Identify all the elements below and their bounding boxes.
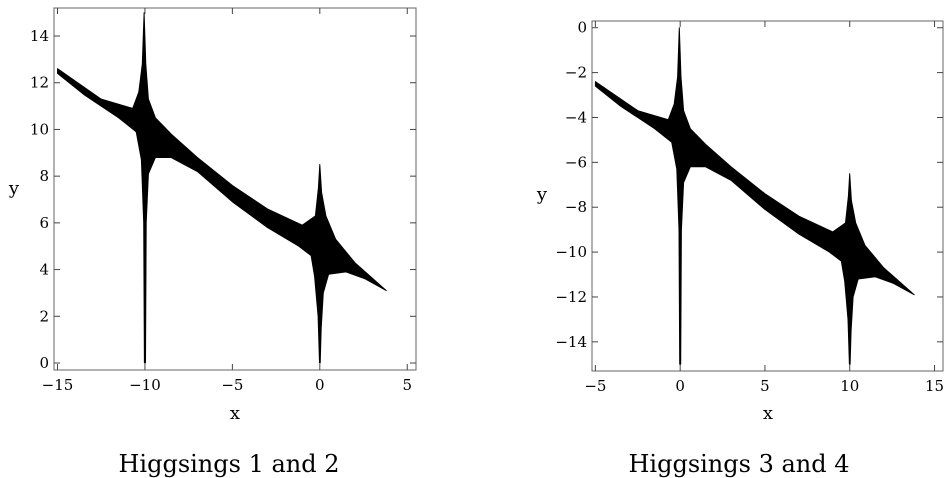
x-axis-label: x	[763, 403, 773, 424]
y-tick-label: 10	[30, 120, 49, 138]
y-tick-label: −14	[555, 333, 587, 351]
x-axis-label: x	[230, 403, 240, 424]
y-tick-label: −2	[565, 64, 587, 82]
x-tick-label: −5	[584, 377, 606, 395]
x-tick-label: −10	[129, 376, 161, 394]
y-tick-label: 8	[39, 167, 49, 185]
y-tick-label: −10	[555, 243, 587, 261]
y-tick-label: 4	[39, 261, 49, 279]
y-axis-label: y	[536, 184, 548, 205]
x-axis-ticks: −15 −10 −5 0 5	[42, 8, 412, 394]
y-tick-label: 14	[30, 27, 49, 45]
chart-caption: Higgsings 1 and 2	[118, 450, 339, 478]
x-tick-label: −5	[221, 376, 243, 394]
y-tick-label: 0	[39, 354, 49, 372]
x-tick-label: 5	[402, 376, 412, 394]
y-axis-ticks: 0 −2 −4 −6 −8 −10 −12 −14	[555, 19, 943, 351]
y-tick-label: −8	[565, 198, 587, 216]
y-tick-label: 12	[30, 74, 49, 92]
y-tick-label: −4	[565, 108, 587, 126]
plot-frame	[53, 7, 417, 371]
plot-frame	[591, 20, 944, 372]
y-tick-label: −12	[555, 288, 587, 306]
x-axis-ticks: −5 0 5 10 15	[584, 21, 944, 395]
y-tick-label: 0	[577, 19, 587, 37]
x-tick-label: 0	[315, 376, 325, 394]
chart-caption: Higgsings 3 and 4	[628, 450, 849, 478]
y-tick-label: −6	[565, 153, 587, 171]
y-axis-ticks: 0 2 4 6 8 10 12 14	[30, 27, 416, 372]
x-tick-label: 0	[675, 377, 685, 395]
x-tick-label: 5	[760, 377, 770, 395]
data-region	[594, 27, 915, 365]
y-tick-label: 2	[39, 307, 49, 325]
y-axis-label: y	[8, 178, 20, 199]
chart-panel-higgsings-1-2: −15 −10 −5 0 5 0 2 4 6 8 10 12 14 x y Higgsings 1 a…	[8, 7, 417, 478]
x-tick-label: 15	[925, 377, 944, 395]
y-tick-label: 6	[39, 214, 49, 232]
plot-area	[57, 12, 387, 364]
x-tick-label: −15	[42, 376, 74, 394]
chart-panel-higgsings-3-4: −5 0 5 10 15 0 −2 −4 −6 −8 −10 −12 −14 x y Higgsing…	[536, 19, 944, 478]
plot-area	[594, 27, 915, 365]
x-tick-label: 10	[840, 377, 859, 395]
data-region	[57, 12, 387, 364]
